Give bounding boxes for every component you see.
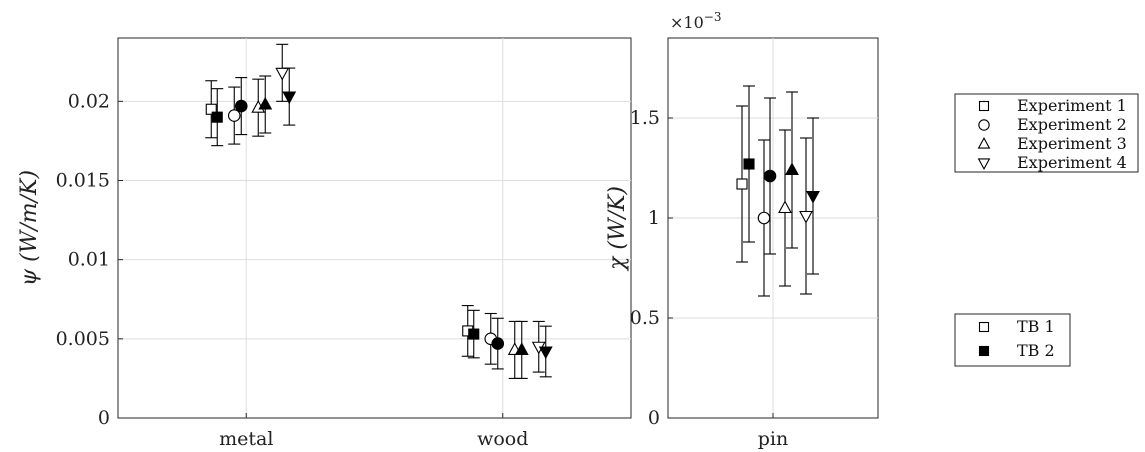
y-tick-label: 0.005: [56, 328, 110, 350]
y-tick-label: 0.015: [56, 170, 110, 192]
data-marker: [468, 328, 480, 340]
data-point-exp2-tb2-wood: [491, 317, 505, 370]
right-grid: [668, 38, 878, 418]
y-tick-label: 1: [648, 207, 660, 229]
y-tick-label: 0: [648, 407, 660, 429]
legend-entry-experiment-1: Experiment 1: [978, 96, 1127, 115]
data-marker: [514, 342, 529, 355]
data-point-exp4-tb2-wood: [538, 325, 553, 378]
legend-tb: TB 1 TB 2: [954, 313, 1071, 367]
data-marker: [282, 91, 297, 105]
data-point-exp4-tb1-pin: [799, 137, 813, 295]
y-tick-label: 0.01: [68, 249, 110, 271]
left-panel: 0 0.005 0.01 0.015 0.02 metal wood ψ (W/m/K): [17, 37, 632, 450]
data-point-exp2-tb2-metal: [234, 77, 248, 136]
data-marker: [778, 200, 792, 214]
data-marker: [211, 111, 223, 123]
right-panel: 0 0.5 1 1.5 pin χ (W/K) ×10−3: [605, 10, 879, 450]
data-point-exp1-tb2-wood: [467, 309, 480, 359]
data-marker: [258, 96, 273, 110]
legend-tb-box: [954, 313, 1071, 367]
square-marker-icon: [978, 345, 990, 357]
data-point-exp4-tb1-wood: [531, 320, 546, 373]
exponent-label: ×10−3: [670, 10, 721, 32]
left-y-axis-label: ψ (W/m/K): [17, 170, 42, 286]
square-marker-icon: [978, 321, 990, 333]
right-data-marks: [736, 85, 820, 297]
data-marker: [491, 337, 505, 350]
x-tick-label-wood: wood: [477, 428, 528, 450]
left-data-marks: [205, 43, 553, 379]
legend-entry-experiment-4: Experiment 4: [977, 153, 1127, 172]
data-marker: [763, 169, 777, 183]
legend-label: Experiment 3: [1017, 134, 1127, 153]
data-point-exp4-tb2-pin: [806, 117, 820, 275]
legend-label: Experiment 4: [1017, 153, 1127, 172]
data-point-exp1-tb1-pin: [736, 105, 748, 263]
y-tick-label: 0.02: [68, 90, 110, 112]
left-axes-box: [117, 37, 632, 419]
data-marker: [785, 162, 799, 176]
data-marker: [799, 210, 813, 224]
data-point-exp3-tb2-pin: [785, 91, 799, 249]
data-point-exp3-tb2-metal: [258, 75, 273, 134]
legend-entry-experiment-2: Experiment 2: [978, 115, 1127, 134]
x-tick-label-pin: pin: [758, 428, 788, 450]
data-marker: [275, 67, 290, 81]
data-marker: [806, 190, 820, 204]
data-point-exp3-tb1-pin: [778, 129, 792, 287]
triangle-down-marker-icon: [977, 158, 991, 170]
legend-label: Experiment 2: [1017, 115, 1127, 134]
data-marker: [538, 346, 553, 360]
legend-label: TB 1: [1017, 317, 1055, 336]
legend-label: TB 2: [1017, 341, 1055, 360]
circle-marker-icon: [978, 119, 990, 131]
data-point-exp2-tb2-pin: [763, 97, 777, 255]
y-tick-label: 1.5: [630, 107, 660, 129]
data-point-exp2-tb1-metal: [227, 86, 241, 145]
legend-label: Experiment 1: [1017, 96, 1127, 115]
data-point-exp4-tb2-metal: [282, 67, 297, 126]
data-point-exp3-tb2-wood: [514, 320, 529, 379]
legend-entry-tb-1: TB 1: [978, 317, 1055, 336]
data-marker: [743, 158, 755, 170]
data-marker: [227, 109, 241, 122]
right-tick-labels: 0 0.5 1 1.5 pin: [630, 107, 788, 450]
data-marker: [736, 178, 748, 190]
right-y-axis-label: χ (W/K): [605, 186, 630, 272]
data-marker: [234, 99, 248, 113]
x-tick-label-metal: metal: [219, 428, 273, 450]
exponent-power: −3: [704, 10, 722, 24]
legend-entry-tb-2: TB 2: [978, 341, 1055, 360]
square-marker-icon: [978, 100, 990, 112]
left-tick-labels: 0 0.005 0.01 0.015 0.02 metal wood: [56, 90, 529, 450]
legend-entry-experiment-3: Experiment 3: [977, 134, 1127, 153]
data-point-exp1-tb1-metal: [205, 80, 218, 139]
data-point-exp1-tb2-pin: [743, 85, 755, 243]
y-tick-label: 0.5: [630, 307, 660, 329]
y-tick-label: 0: [98, 407, 110, 429]
triangle-up-marker-icon: [977, 137, 991, 149]
data-marker: [757, 211, 771, 225]
data-point-exp1-tb2-metal: [211, 88, 224, 147]
data-marker: [205, 103, 217, 115]
data-point-exp4-tb1-metal: [275, 43, 290, 102]
